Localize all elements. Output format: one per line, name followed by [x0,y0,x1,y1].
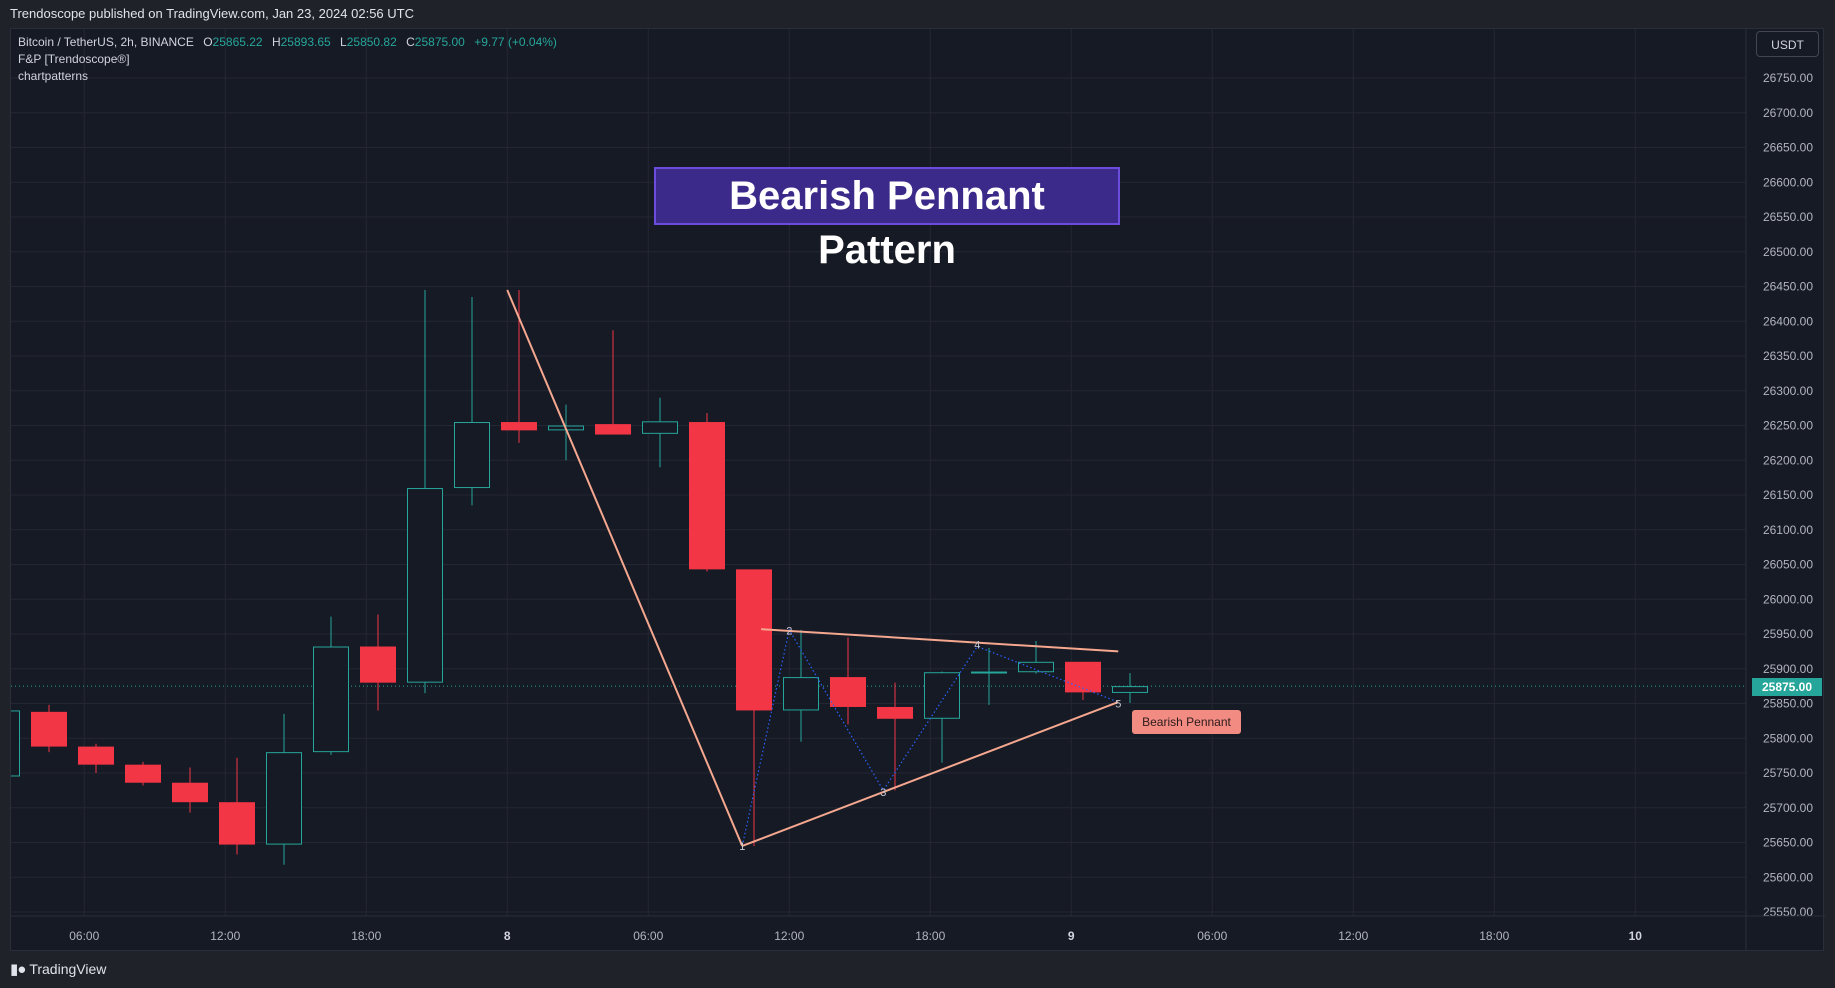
symbol-label[interactable]: Bitcoin / TetherUS, 2h, BINANCE [18,35,194,49]
candle-body [1112,686,1148,693]
price-tick-label: 26250.00 [1763,419,1813,433]
time-tick-label: 9 [1068,929,1075,943]
time-tick-label: 18:00 [915,929,945,943]
candle-body [360,646,396,683]
time-tick-label: 12:00 [774,929,804,943]
pattern-trendline [506,289,744,847]
time-tick-label: 10 [1629,929,1643,943]
pivot-label: 2 [786,626,792,638]
footer-brand: TradingView [29,961,107,977]
tradingview-logo-icon: ▮● [10,961,26,979]
price-tick-label: 26150.00 [1763,488,1813,502]
price-tick-label: 25650.00 [1763,836,1813,850]
price-tick-label: 25800.00 [1763,731,1813,745]
candle-body [78,746,114,765]
candle-body [31,711,67,747]
time-tick-label: 18:00 [1479,929,1509,943]
candle-body [1018,661,1054,673]
price-tick-label: 26600.00 [1763,175,1813,189]
price-tick-label: 25600.00 [1763,870,1813,884]
candle-body [783,677,819,711]
plot-area: 1 2 3 4 5 [11,289,1746,865]
candle-body [971,671,1007,674]
pivot-label: 4 [974,639,980,651]
pivot-label: 3 [880,787,886,799]
price-tick-label: 25550.00 [1763,905,1813,919]
price-tick-label: 26350.00 [1763,349,1813,363]
price-tick-label: 26300.00 [1763,384,1813,398]
candle-body [407,488,443,683]
price-tick-label: 25700.00 [1763,801,1813,815]
candle-body [595,424,631,435]
time-tick-label: 12:00 [1338,929,1368,943]
candle-body [172,782,208,803]
candle-body [313,646,349,753]
price-tick-label: 26100.00 [1763,523,1813,537]
tradingview-logo[interactable]: ▮● TradingView [10,951,106,988]
time-tick-label: 06:00 [69,929,99,943]
time-tick-label: 8 [504,929,511,943]
currency-button[interactable]: USDT [1756,31,1819,57]
candle-body [1065,661,1101,693]
pattern-label-tag: Bearish Pennant [1132,710,1241,734]
price-tick-label: 26000.00 [1763,592,1813,606]
candle-body [454,422,490,489]
pattern-title-box: Bearish Pennant Pattern [654,167,1120,272]
price-tick-label: 26200.00 [1763,453,1813,467]
time-tick-label: 18:00 [351,929,381,943]
pivot-label: 1 [739,841,745,853]
high-value: 25893.65 [280,35,331,49]
ohlc-row: Bitcoin / TetherUS, 2h, BINANCE O25865.2… [18,34,557,51]
indicator-fp[interactable]: F&P [Trendoscope®] [18,52,130,66]
open-value: 25865.22 [212,35,263,49]
candle-body [219,802,255,845]
pivot-label: 5 [1115,699,1121,711]
price-tick-label: 26650.00 [1763,141,1813,155]
open-label: O [203,35,213,49]
price-tick-label: 26500.00 [1763,245,1813,259]
candle-body [125,764,161,783]
time-tick-label: 12:00 [210,929,240,943]
change-value: +9.77 (+0.04%) [474,35,557,49]
candle-body [266,752,302,845]
candle-body [501,422,537,431]
price-tick-label: 25850.00 [1763,697,1813,711]
candle-body [689,422,725,570]
price-tick-label: 26750.00 [1763,71,1813,85]
price-tick-label: 25900.00 [1763,662,1813,676]
chart-legend: Bitcoin / TetherUS, 2h, BINANCE O25865.2… [18,34,557,85]
high-label: H [271,35,281,49]
pattern-trendline [760,628,1119,653]
price-tick-label: 26050.00 [1763,558,1813,572]
publish-banner: Trendoscope published on TradingView.com… [0,0,1835,28]
price-tick-label: 26450.00 [1763,280,1813,294]
pattern-trendline [741,701,1119,847]
price-tick-label: 26700.00 [1763,106,1813,120]
close-label: C [406,35,415,49]
close-value: 25875.00 [414,35,465,49]
time-tick-label: 06:00 [1197,929,1227,943]
price-chart[interactable]: 25550.00 25600.00 25650.00 25700.00 25750.00… [11,29,1825,952]
price-tick-label: 25750.00 [1763,766,1813,780]
candle-body [924,672,960,719]
price-tick-label: 25950.00 [1763,627,1813,641]
indicator-chartpatterns[interactable]: chartpatterns [18,69,89,83]
footer-bar: ▮● TradingView [0,951,1835,987]
price-tick-label: 26400.00 [1763,314,1813,328]
candle-body [877,706,913,719]
price-tick-label: 26550.00 [1763,210,1813,224]
candle-body [830,677,866,707]
low-value: 25850.82 [346,35,397,49]
candle-body [642,421,678,434]
time-tick-label: 06:00 [633,929,663,943]
candle-body [11,710,20,777]
last-price-badge: 25875.00 [1752,678,1822,696]
candle-body [736,569,772,711]
low-label: L [340,35,347,49]
